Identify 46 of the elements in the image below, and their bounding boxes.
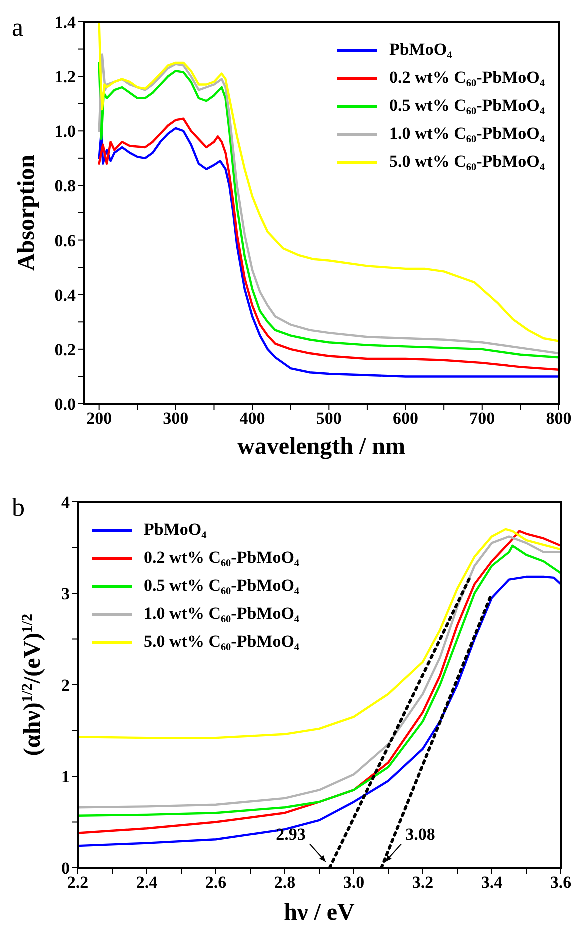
legend-label: 0.5 wt% C₆₀-PbMoO₄ xyxy=(144,576,300,596)
x-tick-label: 500 xyxy=(316,409,342,428)
x-tick-label: 3.0 xyxy=(343,873,365,892)
x-tick-label: 600 xyxy=(393,409,419,428)
y-tick-label: 2 xyxy=(62,676,70,696)
x-tick-label: 400 xyxy=(240,409,266,428)
x-tick-label: 200 xyxy=(86,409,112,428)
x-tick-label: 2.8 xyxy=(274,873,296,892)
text: b xyxy=(12,493,25,522)
legend-label: 1.0 wt% C₆₀-PbMoO₄ xyxy=(144,604,300,624)
y-tick-label: 0 xyxy=(62,859,70,878)
x-axis-title: wavelength / nm xyxy=(238,434,406,460)
x-tick-label: 3.6 xyxy=(550,873,572,892)
y-tick-label: 0.6 xyxy=(54,231,76,250)
y-tick-label: 4 xyxy=(62,493,70,512)
annotation: 3.08 xyxy=(406,825,436,844)
legend-label: PbMoO₄ xyxy=(144,520,207,540)
y-tick-label: 3 xyxy=(62,584,70,604)
legend-label: 0.5 wt% C₆₀-PbMoO₄ xyxy=(389,96,545,116)
legend-label: 0.2 wt% C₆₀-PbMoO₄ xyxy=(144,548,300,568)
legend-label: 1.0 wt% C₆₀-PbMoO₄ xyxy=(389,124,545,144)
y-tick-label: 0.2 xyxy=(54,340,76,360)
annotation: 2.93 xyxy=(276,825,306,844)
line-series xyxy=(78,576,561,848)
x-axis-title: hν / eV xyxy=(284,900,356,926)
x-tick-label: 3.4 xyxy=(481,873,504,892)
y-tick-label: 0.0 xyxy=(54,395,76,414)
legend-label: PbMoO₄ xyxy=(389,40,452,60)
x-tick-label: 3.2 xyxy=(412,873,434,892)
y-tick-label: 1.0 xyxy=(54,122,76,142)
x-tick-label: 2.6 xyxy=(205,873,227,892)
legend-label: 0.2 wt% C₆₀-PbMoO₄ xyxy=(389,68,545,88)
y-tick-label: 0.8 xyxy=(54,176,76,196)
text: a xyxy=(12,13,24,42)
y-tick-label: 1 xyxy=(62,768,70,787)
x-tick-label: 2.4 xyxy=(136,873,158,892)
y-tick-label: 1.2 xyxy=(54,68,76,87)
y-tick-label: 1.4 xyxy=(54,13,76,32)
x-tick-label: 2.2 xyxy=(67,873,89,892)
x-tick-label: 800 xyxy=(546,409,572,428)
x-tick-label: 300 xyxy=(163,409,189,428)
y-tick-label: 0.4 xyxy=(54,286,76,305)
x-tick-label: 700 xyxy=(470,409,496,428)
y-axis-title: Absorption xyxy=(14,154,40,272)
legend-label: 5.0 wt% C₆₀-PbMoO₄ xyxy=(144,632,300,652)
legend-label: 5.0 wt% C₆₀-PbMoO₄ xyxy=(389,152,545,172)
